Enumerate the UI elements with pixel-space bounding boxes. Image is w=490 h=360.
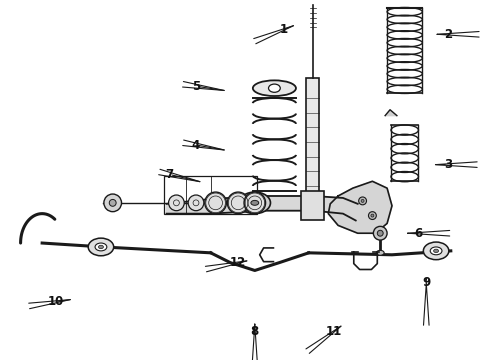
Polygon shape — [328, 181, 392, 233]
Ellipse shape — [377, 230, 383, 236]
Text: 4: 4 — [192, 139, 200, 152]
Text: 10: 10 — [48, 295, 64, 308]
Text: 5: 5 — [192, 80, 200, 93]
Ellipse shape — [227, 192, 249, 213]
Ellipse shape — [246, 197, 264, 209]
Text: 8: 8 — [251, 325, 259, 338]
Ellipse shape — [205, 192, 226, 213]
Ellipse shape — [95, 243, 107, 251]
Ellipse shape — [434, 249, 439, 253]
Bar — [301, 191, 324, 220]
Ellipse shape — [368, 212, 376, 220]
Ellipse shape — [98, 245, 103, 249]
Text: 12: 12 — [230, 256, 246, 269]
Text: 9: 9 — [422, 276, 430, 289]
Text: 11: 11 — [326, 325, 343, 338]
Polygon shape — [167, 196, 358, 220]
Bar — [164, 176, 257, 213]
Ellipse shape — [373, 226, 387, 240]
Ellipse shape — [109, 199, 116, 206]
Ellipse shape — [244, 192, 266, 213]
Text: 3: 3 — [444, 158, 452, 171]
Ellipse shape — [88, 238, 114, 256]
Text: 6: 6 — [415, 227, 422, 240]
Polygon shape — [385, 110, 397, 116]
Ellipse shape — [430, 247, 442, 255]
Ellipse shape — [253, 80, 296, 96]
Ellipse shape — [361, 199, 364, 202]
Bar — [306, 78, 319, 216]
Text: 7: 7 — [166, 168, 173, 181]
Ellipse shape — [269, 84, 280, 92]
Ellipse shape — [371, 214, 374, 217]
Text: 1: 1 — [280, 23, 288, 36]
Ellipse shape — [376, 250, 384, 255]
Ellipse shape — [359, 197, 367, 205]
Ellipse shape — [169, 195, 184, 211]
Ellipse shape — [188, 195, 204, 211]
Text: 2: 2 — [444, 28, 452, 41]
Ellipse shape — [104, 194, 122, 212]
Ellipse shape — [239, 192, 270, 213]
Ellipse shape — [423, 242, 449, 260]
Ellipse shape — [251, 201, 259, 205]
